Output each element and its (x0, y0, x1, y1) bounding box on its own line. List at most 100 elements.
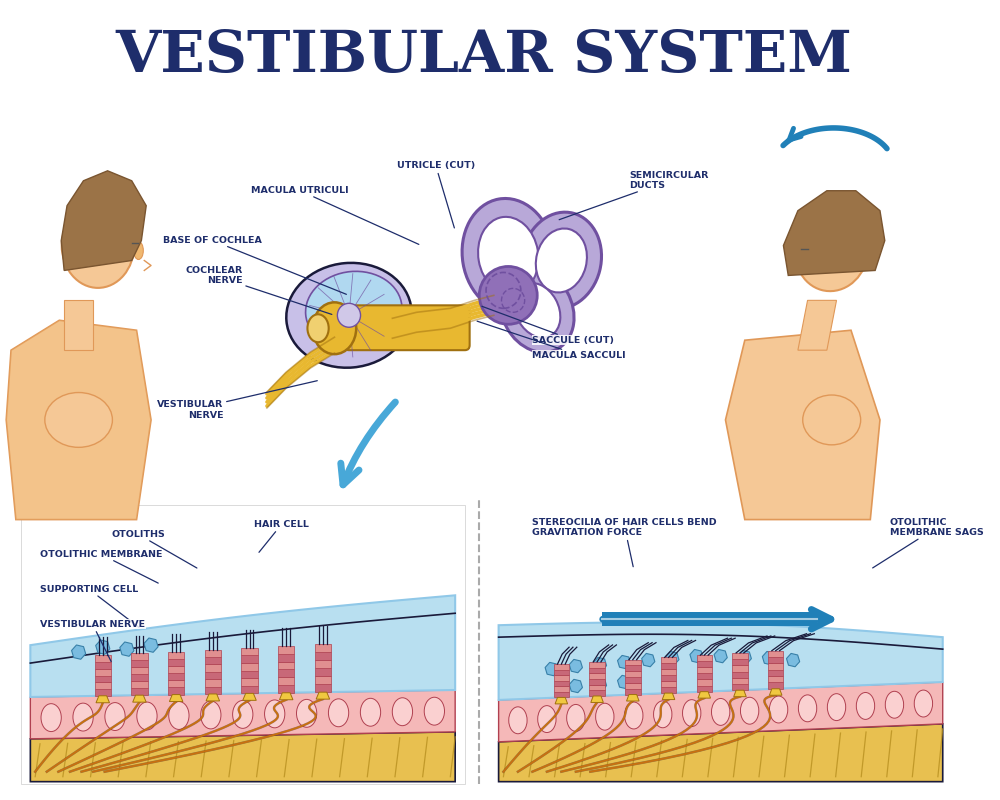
Polygon shape (625, 689, 641, 694)
Polygon shape (732, 659, 748, 666)
Polygon shape (95, 655, 111, 662)
Polygon shape (131, 654, 148, 661)
Ellipse shape (509, 707, 527, 734)
Polygon shape (697, 662, 712, 667)
Polygon shape (168, 666, 184, 673)
Polygon shape (554, 675, 569, 681)
Ellipse shape (521, 212, 602, 309)
Polygon shape (625, 671, 641, 677)
Polygon shape (732, 653, 748, 659)
Polygon shape (206, 694, 220, 701)
Ellipse shape (134, 242, 143, 259)
Polygon shape (30, 732, 455, 782)
Ellipse shape (683, 700, 701, 726)
Text: MACULA UTRICULI: MACULA UTRICULI (251, 186, 419, 244)
Polygon shape (591, 696, 603, 702)
Ellipse shape (914, 690, 933, 717)
Ellipse shape (286, 263, 412, 368)
Ellipse shape (795, 210, 868, 291)
Polygon shape (602, 612, 817, 626)
Polygon shape (555, 698, 568, 704)
Ellipse shape (169, 702, 189, 730)
Text: BASE OF COCHLEA: BASE OF COCHLEA (163, 236, 346, 294)
Polygon shape (131, 674, 148, 682)
Ellipse shape (296, 699, 317, 727)
Polygon shape (95, 682, 111, 689)
Polygon shape (661, 675, 676, 681)
Polygon shape (168, 651, 184, 658)
Polygon shape (205, 657, 221, 665)
Polygon shape (168, 687, 184, 694)
Ellipse shape (596, 703, 614, 730)
Ellipse shape (567, 705, 585, 731)
Polygon shape (627, 694, 639, 701)
Ellipse shape (360, 698, 381, 726)
Polygon shape (768, 657, 783, 663)
Polygon shape (783, 190, 885, 275)
Polygon shape (589, 690, 605, 696)
Polygon shape (315, 660, 331, 668)
Polygon shape (61, 170, 146, 270)
Ellipse shape (769, 696, 788, 723)
Polygon shape (625, 677, 641, 683)
Polygon shape (661, 681, 676, 687)
Text: UTRICLE (CUT): UTRICLE (CUT) (397, 162, 475, 228)
Text: STEREOCILIA OF HAIR CELLS BEND
GRAVITATION FORCE: STEREOCILIA OF HAIR CELLS BEND GRAVITATI… (532, 518, 717, 566)
Polygon shape (698, 692, 711, 698)
Text: SEMICIRCULAR
DUCTS: SEMICIRCULAR DUCTS (559, 171, 708, 220)
Polygon shape (589, 674, 605, 679)
Polygon shape (95, 689, 111, 696)
Ellipse shape (711, 698, 730, 726)
Polygon shape (661, 670, 676, 675)
Polygon shape (499, 682, 943, 742)
Polygon shape (205, 672, 221, 679)
Polygon shape (798, 300, 837, 350)
Text: VESTIBULAR SYSTEM: VESTIBULAR SYSTEM (116, 28, 853, 84)
Polygon shape (589, 685, 605, 690)
Ellipse shape (856, 693, 875, 719)
Polygon shape (241, 663, 258, 670)
Ellipse shape (514, 283, 560, 338)
Polygon shape (768, 663, 783, 670)
Polygon shape (315, 668, 331, 676)
Polygon shape (768, 670, 783, 676)
Text: OTOLITHS: OTOLITHS (112, 530, 197, 568)
Ellipse shape (313, 302, 356, 354)
Polygon shape (95, 662, 111, 669)
Polygon shape (64, 300, 93, 350)
Polygon shape (662, 693, 675, 699)
Polygon shape (279, 693, 293, 700)
Polygon shape (732, 678, 748, 684)
Polygon shape (278, 677, 294, 685)
Polygon shape (243, 694, 256, 700)
Polygon shape (554, 681, 569, 686)
Polygon shape (205, 665, 221, 672)
Polygon shape (95, 675, 111, 682)
Polygon shape (697, 667, 712, 674)
Polygon shape (6, 320, 151, 519)
Polygon shape (241, 655, 258, 663)
Polygon shape (278, 670, 294, 677)
Polygon shape (554, 692, 569, 698)
Ellipse shape (654, 701, 672, 728)
Polygon shape (168, 658, 184, 666)
Polygon shape (30, 690, 455, 739)
Polygon shape (499, 622, 943, 700)
Text: SACCULE (CUT): SACCULE (CUT) (482, 306, 614, 345)
Polygon shape (168, 673, 184, 680)
Ellipse shape (73, 703, 93, 731)
Polygon shape (131, 661, 148, 667)
Ellipse shape (478, 217, 538, 294)
Polygon shape (661, 663, 676, 670)
Polygon shape (278, 685, 294, 693)
Polygon shape (589, 667, 605, 674)
Polygon shape (661, 658, 676, 663)
Ellipse shape (536, 229, 587, 293)
Polygon shape (661, 687, 676, 693)
Ellipse shape (625, 702, 643, 729)
Polygon shape (554, 670, 569, 675)
Polygon shape (278, 646, 294, 654)
Text: SUPPORTING CELL: SUPPORTING CELL (40, 585, 139, 627)
Polygon shape (768, 676, 783, 682)
Polygon shape (697, 679, 712, 686)
